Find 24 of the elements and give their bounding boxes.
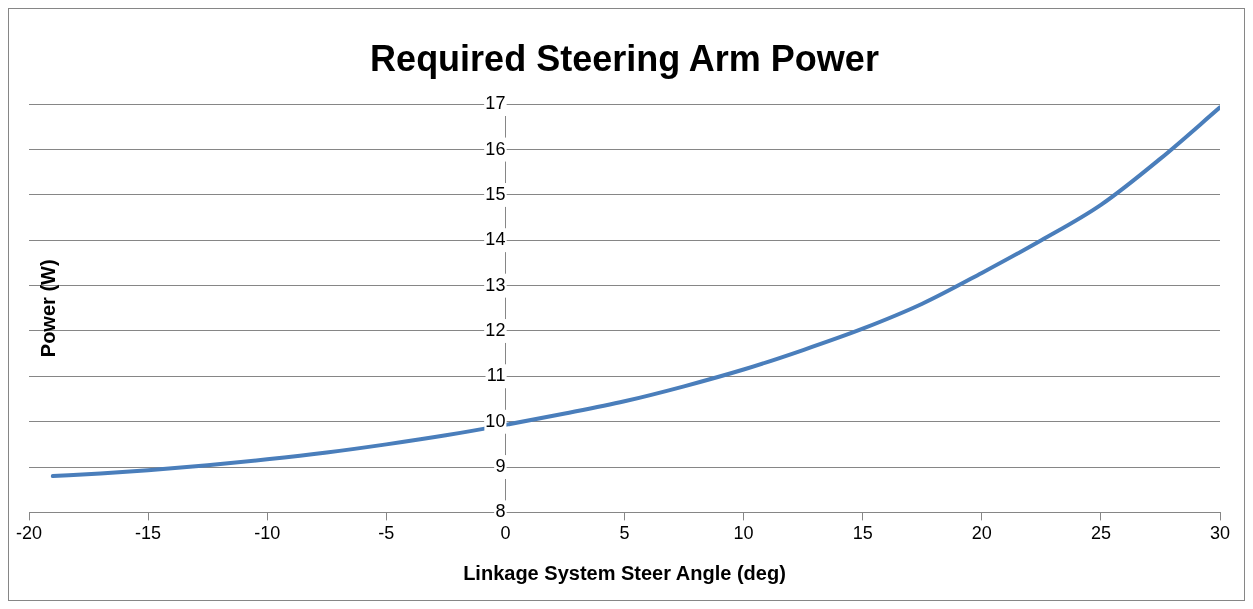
- x-tick-label: 30: [1209, 523, 1231, 544]
- y-tick-label: 11: [486, 365, 506, 386]
- y-tick-label: 16: [485, 138, 506, 159]
- x-tick-label: -5: [378, 523, 395, 544]
- y-tick-label: 10: [485, 410, 506, 431]
- x-tick-label: 0: [500, 523, 511, 544]
- y-tick-label: 9: [495, 456, 506, 477]
- y-tick-label: 17: [485, 93, 506, 114]
- x-axis-title: Linkage System Steer Angle (deg): [463, 561, 786, 584]
- y-tick-label: 13: [485, 274, 506, 295]
- x-tick-label: 25: [1090, 523, 1111, 544]
- y-tick-label: 15: [485, 183, 506, 204]
- x-tick-label: 10: [733, 523, 754, 544]
- y-axis-title: Power (W): [36, 259, 59, 358]
- y-tick-label: 8: [495, 501, 506, 522]
- y-tick-label: 14: [485, 229, 506, 250]
- y-tick-label: 12: [485, 319, 506, 340]
- x-tick-label: -20: [15, 523, 43, 544]
- x-tick-label: 20: [971, 523, 992, 544]
- x-tick-label: -10: [254, 523, 281, 544]
- x-tick-label: 15: [852, 523, 873, 544]
- chart-title: Required Steering Arm Power: [370, 37, 879, 79]
- x-tick-label: 5: [619, 523, 630, 544]
- x-tick-label: -15: [135, 523, 162, 544]
